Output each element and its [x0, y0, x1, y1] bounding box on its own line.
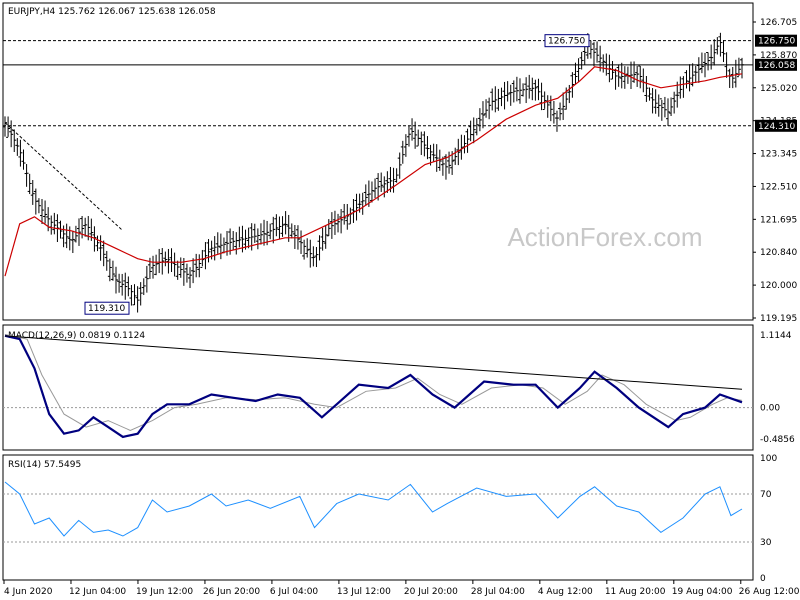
macd-y-tick-label: -0.4856 [760, 435, 795, 445]
x-tick-label: 4 Jun 2020 [4, 587, 53, 597]
rsi-series [3, 481, 753, 543]
macd-y-tick-label: 0.00 [760, 404, 780, 414]
x-tick-label: 28 Jul 04:00 [471, 587, 525, 597]
x-tick-label: 26 Aug 12:00 [739, 587, 800, 597]
watermark: ActionForex.com [507, 222, 702, 252]
price-y-tick-label: 124.185 [760, 117, 797, 127]
x-tick-label: 19 Aug 04:00 [672, 587, 733, 597]
price-panel [2, 2, 754, 321]
rsi-panel [2, 454, 754, 581]
macd-y-tick-label: 1.1144 [760, 331, 792, 341]
price-y-tick-label: 120.000 [760, 281, 797, 291]
high-marker-box [544, 34, 590, 48]
x-tick-label: 12 Jun 04:00 [69, 587, 126, 597]
macd-line [4, 334, 743, 439]
rsi-y-tick-label: 0 [760, 574, 766, 584]
macd-trendline [4, 335, 743, 390]
low-marker-box [84, 301, 130, 315]
x-tick-label: 4 Aug 12:00 [538, 587, 593, 597]
x-tick-label: 20 Jul 20:00 [404, 587, 458, 597]
price-y-tick-label: 120.840 [760, 248, 797, 258]
price-title: EURJPY,H4 125.762 126.067 125.638 126.05… [8, 7, 216, 17]
x-tick-label: 11 Aug 20:00 [605, 587, 666, 597]
level-label-box [755, 58, 797, 71]
x-tick-label: 13 Jul 12:00 [337, 587, 391, 597]
x-tick-label: 6 Jul 04:00 [270, 587, 319, 597]
macd-title: MACD(12,26,9) 0.0819 0.1124 [8, 331, 145, 341]
level-label: 126.750 [758, 37, 795, 47]
rsi-y-tick-label: 100 [760, 454, 777, 464]
x-axis-labels: 4 Jun 2020 12 Jun 04:00 19 Jun 12:00 26 Jun… [3, 580, 800, 597]
macd-series [3, 334, 753, 439]
level-label: 126.058 [758, 61, 795, 71]
rsi-y-tick-label: 30 [760, 538, 772, 548]
level-label: 124.310 [758, 122, 795, 132]
price-y-tick-label: 126.705 [760, 18, 797, 28]
low-marker-label: 119.310 [88, 304, 125, 314]
rsi-y-tick-label: 70 [760, 490, 772, 500]
macd-signal-line [4, 334, 743, 431]
rsi-title: RSI(14) 57.5495 [8, 460, 81, 470]
price-y-tick-label: 121.695 [760, 215, 797, 225]
price-y-tick-label: 125.020 [760, 84, 797, 94]
x-tick-label: 19 Jun 12:00 [136, 587, 193, 597]
trend-dashed-line [4, 122, 124, 232]
level-label-box [755, 34, 797, 47]
price-y-tick-label: 122.510 [760, 182, 797, 192]
price-y-tick-label: 123.345 [760, 150, 797, 160]
price-y-tick-label: 119.195 [760, 314, 797, 324]
high-marker-label: 126.750 [548, 37, 585, 47]
price-series: 126.750 119.310 [3, 32, 753, 315]
price-y-tick-label: 125.870 [760, 51, 797, 61]
level-label-box [755, 119, 797, 132]
y-axis-labels: 126.750 126.058 124.310 126.705 125.870 125.0… [753, 18, 797, 584]
x-tick-label: 26 Jun 20:00 [203, 587, 260, 597]
moving-average-line [4, 66, 743, 277]
rsi-line [4, 481, 743, 537]
